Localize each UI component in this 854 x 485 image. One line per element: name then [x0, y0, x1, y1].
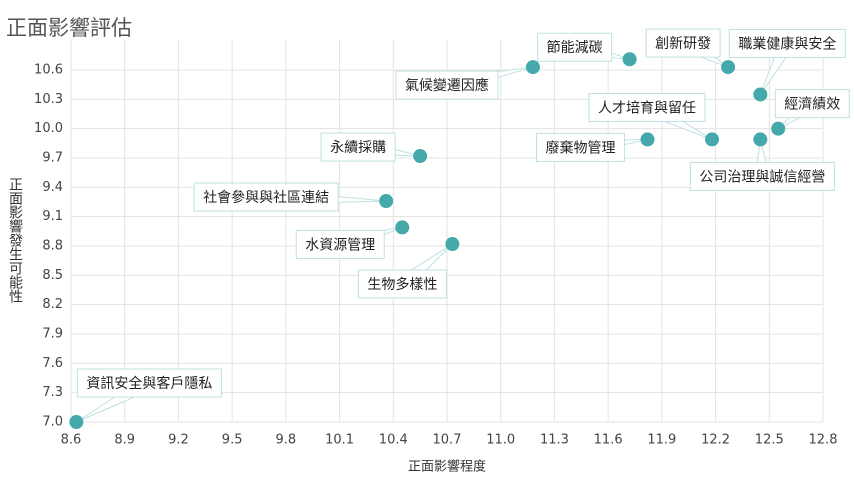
point — [395, 220, 410, 235]
y-tick-label: 7.3 — [42, 385, 63, 400]
y-tick-label: 9.1 — [42, 209, 63, 224]
y-tick-label: 9.4 — [42, 180, 63, 195]
point-label: 職業健康與安全 — [738, 35, 836, 52]
x-tick-label: 8.9 — [114, 433, 135, 448]
callout-box — [774, 89, 850, 119]
point-label: 經濟績效 — [784, 97, 840, 113]
x-tick-label: 12.2 — [701, 433, 730, 448]
y-tick-label: 7.6 — [42, 356, 63, 371]
y-tick-label: 10.6 — [34, 63, 63, 78]
x-tick-label: 11.9 — [647, 433, 676, 448]
point-label: 氣候變遷因應 — [405, 77, 489, 94]
point — [379, 194, 394, 209]
point-label: 節能減碳 — [547, 39, 603, 56]
y-tick-label: 10.3 — [34, 92, 63, 107]
y-tick-label: 9.7 — [42, 151, 63, 166]
y-tick-label: 8.5 — [42, 268, 63, 283]
x-tick-label: 8.6 — [61, 433, 82, 448]
x-tick-label: 10.7 — [433, 433, 462, 448]
chart-title: 正面影響評估 — [6, 16, 132, 40]
point-label: 生物多樣性 — [367, 276, 437, 293]
callout-box — [357, 269, 447, 299]
point-label: 社會參與與社區連結 — [203, 190, 329, 206]
x-tick-label: 11.3 — [540, 433, 569, 448]
point — [69, 415, 84, 429]
callout-box — [537, 32, 613, 62]
point-label: 人才培育與留任 — [598, 100, 696, 116]
x-tick-label: 11.6 — [594, 433, 623, 448]
callout-box — [193, 182, 339, 212]
x-tick-label: 9.5 — [222, 433, 243, 448]
x-tick-label: 11.0 — [486, 433, 515, 448]
point — [445, 237, 460, 252]
point — [704, 132, 719, 147]
x-tick-label: 9.8 — [276, 433, 297, 448]
point — [753, 132, 768, 147]
callout-box — [689, 161, 835, 191]
x-tick-label: 12.5 — [755, 433, 784, 448]
point-label: 水資源管理 — [305, 237, 375, 253]
callout-box — [645, 28, 721, 58]
y-axis-label: 正面影響發生可能性 — [7, 177, 23, 303]
callout-box — [395, 70, 499, 100]
point-label: 公司治理與誠信經營 — [699, 169, 825, 185]
x-tick-label: 10.1 — [325, 433, 354, 448]
x-tick-label: 12.8 — [809, 433, 838, 448]
y-tick-label: 8.8 — [42, 239, 63, 254]
y-tick-label: 8.2 — [42, 297, 63, 312]
callout-box — [295, 229, 385, 259]
callout-box — [728, 28, 846, 58]
point — [413, 149, 428, 164]
point-label: 資訊安全與客戶隱私 — [86, 375, 212, 392]
callout-box — [536, 132, 626, 162]
point-label: 創新研發 — [655, 36, 711, 52]
callout-box — [76, 368, 222, 398]
point — [622, 52, 637, 67]
x-tick-label: 10.4 — [379, 433, 408, 448]
callout-box — [320, 132, 396, 162]
point-label: 永續採購 — [330, 140, 386, 156]
callout-box — [588, 92, 706, 122]
y-tick-label: 7.9 — [42, 327, 63, 342]
point — [525, 60, 540, 75]
point-label: 廢棄物管理 — [546, 139, 616, 156]
y-tick-label: 10.0 — [34, 121, 63, 136]
point — [753, 87, 768, 102]
point — [771, 121, 786, 136]
y-tick-label: 7.0 — [42, 415, 63, 430]
x-axis-label: 正面影響程度 — [408, 459, 486, 475]
point — [721, 60, 736, 75]
x-tick-label: 9.2 — [168, 433, 189, 448]
point — [640, 132, 655, 147]
